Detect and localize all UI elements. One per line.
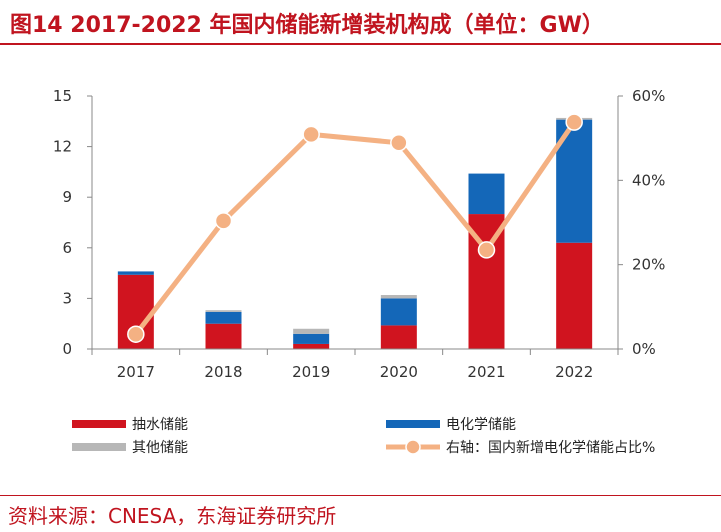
bar-segment — [117, 271, 154, 275]
left-tick-label: 0 — [62, 340, 72, 358]
right-tick-label: 60% — [632, 87, 665, 105]
x-tick-label: 2021 — [467, 363, 505, 381]
bars — [117, 117, 593, 349]
ratio-point — [302, 125, 320, 144]
left-axis: 0 3 6 9 12 15 — [53, 87, 93, 358]
left-tick-label: 3 — [62, 289, 72, 307]
chart-title: 图14 2017-2022 年国内储能新增装机构成（单位：GW） — [10, 13, 604, 38]
bar-segment — [293, 343, 330, 349]
legend-swatch — [386, 420, 440, 428]
source-note: 资料来源：CNESA，东海证券研究所 — [8, 504, 337, 528]
right-tick-label: 40% — [632, 171, 665, 189]
ratio-point — [477, 241, 496, 259]
ratio-point — [565, 113, 583, 131]
ratio-point — [127, 325, 145, 343]
left-tick-label: 9 — [62, 188, 72, 206]
bar-segment — [380, 295, 417, 299]
right-axis: 0% 20% 40% 60% — [617, 87, 665, 358]
x-tick-label: 2022 — [555, 363, 593, 381]
right-tick-label: 0% — [632, 340, 656, 358]
bar-segment — [293, 333, 330, 344]
footer-divider — [0, 495, 721, 496]
legend-label: 抽水储能 — [132, 417, 188, 433]
x-tick-label: 2017 — [117, 363, 155, 381]
legend-label: 电化学储能 — [446, 417, 516, 433]
legend-swatch — [72, 443, 126, 451]
x-axis: 2017 2018 2019 2020 2021 2022 — [91, 348, 619, 381]
bar-segment — [380, 298, 417, 326]
x-tick-label: 2018 — [204, 363, 242, 381]
bar-segment — [205, 310, 242, 312]
legend-swatch — [72, 420, 126, 428]
left-tick-label: 12 — [53, 138, 72, 156]
bar-segment — [205, 311, 242, 324]
bar-segment — [205, 323, 242, 349]
bar-segment — [293, 328, 330, 334]
ratio-line-path — [133, 120, 577, 336]
left-tick-label: 15 — [53, 87, 72, 105]
legend-marker — [405, 439, 421, 455]
ratio-point — [390, 134, 408, 152]
bar-segment — [556, 242, 593, 349]
bar-segment — [380, 325, 417, 349]
bar-segment — [468, 173, 505, 215]
left-tick-label: 6 — [62, 239, 72, 257]
legend-label: 右轴：国内新增电化学储能占比% — [446, 440, 655, 456]
legend-label: 其他储能 — [132, 440, 188, 456]
chart: 0 3 6 9 12 15 0% 20% 40% 60% 2017 2018 2019 2020 202… — [53, 87, 665, 456]
ratio-line — [127, 113, 583, 343]
right-tick-label: 20% — [632, 256, 665, 274]
x-tick-label: 2019 — [292, 363, 330, 381]
title-divider — [0, 43, 721, 45]
x-tick-label: 2020 — [380, 363, 418, 381]
ratio-point — [214, 212, 233, 230]
